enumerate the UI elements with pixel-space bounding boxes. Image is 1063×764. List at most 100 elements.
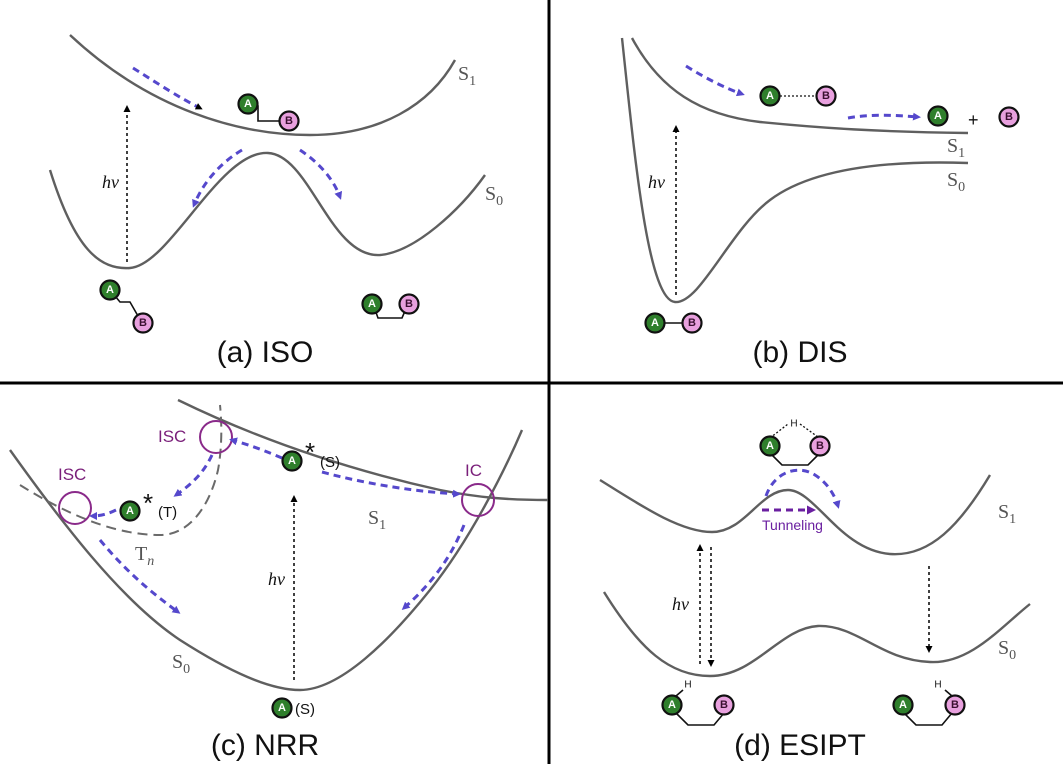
tn-curve	[19, 404, 223, 537]
molecule-trans: A B	[99, 279, 154, 334]
panel-title: (b) DIS	[752, 336, 847, 369]
svg-text:A: A	[368, 298, 376, 310]
h-atom: H	[790, 419, 797, 430]
s1-curve	[69, 34, 457, 137]
molecule-excited: A B	[237, 93, 300, 132]
h-atom: H	[684, 680, 691, 691]
triplet-molecule: A * (T)	[119, 488, 177, 522]
atom-b	[944, 694, 966, 716]
isc-label: ISC	[58, 465, 86, 484]
svg-text:B: B	[822, 90, 830, 102]
s0-label: S0	[485, 183, 503, 209]
ground-singlet-molecule: A (S)	[271, 697, 315, 719]
molecule-enol: H A B	[661, 680, 735, 726]
s1-label: S1	[998, 501, 1016, 527]
svg-text:B: B	[139, 317, 147, 329]
svg-text:A: A	[278, 702, 286, 714]
panel-esipt: hν S1 S0 Tunneling H A B H A B H	[599, 419, 1031, 762]
spin-label: (T)	[158, 504, 177, 521]
atom-b	[815, 85, 837, 107]
atom-b	[809, 435, 831, 457]
spin-label: (S)	[320, 454, 340, 471]
hv-label: hν	[102, 172, 119, 192]
triplet-to-isc-arrow	[89, 508, 117, 520]
panel-title: (c) NRR	[211, 729, 319, 762]
relax-arrow	[685, 64, 745, 97]
ic-label: IC	[465, 461, 482, 480]
atom-a	[759, 85, 781, 107]
s0-curve	[9, 429, 524, 692]
plus-sign: +	[968, 110, 979, 130]
hv-label: hν	[672, 594, 689, 614]
atom-a	[119, 500, 141, 522]
molecule-transition: H A B	[759, 419, 831, 466]
spin-label: (S)	[295, 701, 315, 718]
svg-text:B: B	[816, 440, 824, 452]
svg-text:A: A	[934, 110, 942, 122]
isc-crossing-circle	[199, 420, 233, 454]
svg-text:A: A	[106, 284, 114, 296]
s0-label: S0	[998, 637, 1016, 663]
s0-label: S0	[947, 169, 965, 195]
atom-a	[99, 279, 121, 301]
isc-crossing-circle	[58, 491, 92, 525]
tunneling-arc-arrow	[764, 468, 841, 509]
svg-text:A: A	[668, 699, 676, 711]
left-rotation-arrow	[192, 148, 243, 208]
h-atom: H	[934, 680, 941, 691]
svg-text:B: B	[688, 317, 696, 329]
s0-curve	[48, 151, 486, 270]
atom-b	[398, 293, 420, 315]
atom-a	[759, 435, 781, 457]
dissociation-arrow	[847, 112, 921, 121]
svg-text:A: A	[651, 317, 659, 329]
atom-a	[661, 694, 683, 716]
s1-curve	[177, 398, 549, 502]
atom-b	[681, 312, 703, 334]
svg-text:A: A	[766, 440, 774, 452]
svg-text:A: A	[126, 505, 134, 517]
svg-text:B: B	[951, 699, 959, 711]
atom-a	[892, 694, 914, 716]
hv-label: hν	[648, 172, 665, 192]
atom-b	[278, 110, 300, 132]
to-ic-arrow	[321, 470, 461, 498]
s1-label: S1	[947, 135, 965, 161]
fragments: A + B	[927, 105, 1020, 130]
relax-arrow	[132, 66, 203, 110]
right-rotation-arrow	[299, 148, 343, 200]
s1-curve	[630, 37, 969, 135]
s0-label: S0	[172, 651, 190, 677]
svg-text:A: A	[244, 98, 252, 110]
panel-title: (a) ISO	[217, 336, 314, 369]
isc-label: ISC	[158, 427, 186, 446]
atom-a	[361, 293, 383, 315]
molecule-stretched: A B	[759, 85, 837, 107]
s1-curve	[599, 474, 992, 556]
svg-text:A: A	[899, 699, 907, 711]
ic-to-s0-arrow	[401, 524, 466, 610]
star: *	[143, 488, 153, 518]
tunneling-label: Tunneling	[762, 517, 823, 533]
ic-crossing-circle	[461, 483, 495, 517]
atom-b	[998, 106, 1020, 128]
atom-b	[713, 694, 735, 716]
molecule-bound: A B	[644, 312, 703, 334]
s1-label: S1	[458, 63, 476, 89]
atom-b	[132, 312, 154, 334]
svg-text:B: B	[285, 115, 293, 127]
excited-singlet-molecule: A * (S)	[281, 437, 340, 472]
isc-to-triplet-arrow	[173, 454, 214, 497]
s0-curve	[602, 591, 1031, 678]
panel-nrr: ISC ISC IC hν S1 S0 Tn A * (S) A * (T) A…	[9, 398, 549, 762]
svg-text:A: A	[766, 90, 774, 102]
atom-a	[644, 312, 666, 334]
svg-text:B: B	[1005, 111, 1013, 123]
svg-text:B: B	[720, 699, 728, 711]
panel-title: (d) ESIPT	[734, 729, 866, 762]
tn-label: Tn	[135, 543, 154, 569]
s0-curve	[620, 37, 969, 304]
isc-to-s0-arrow	[98, 539, 181, 614]
s1-label: S1	[368, 507, 386, 533]
atom-a	[237, 93, 259, 115]
